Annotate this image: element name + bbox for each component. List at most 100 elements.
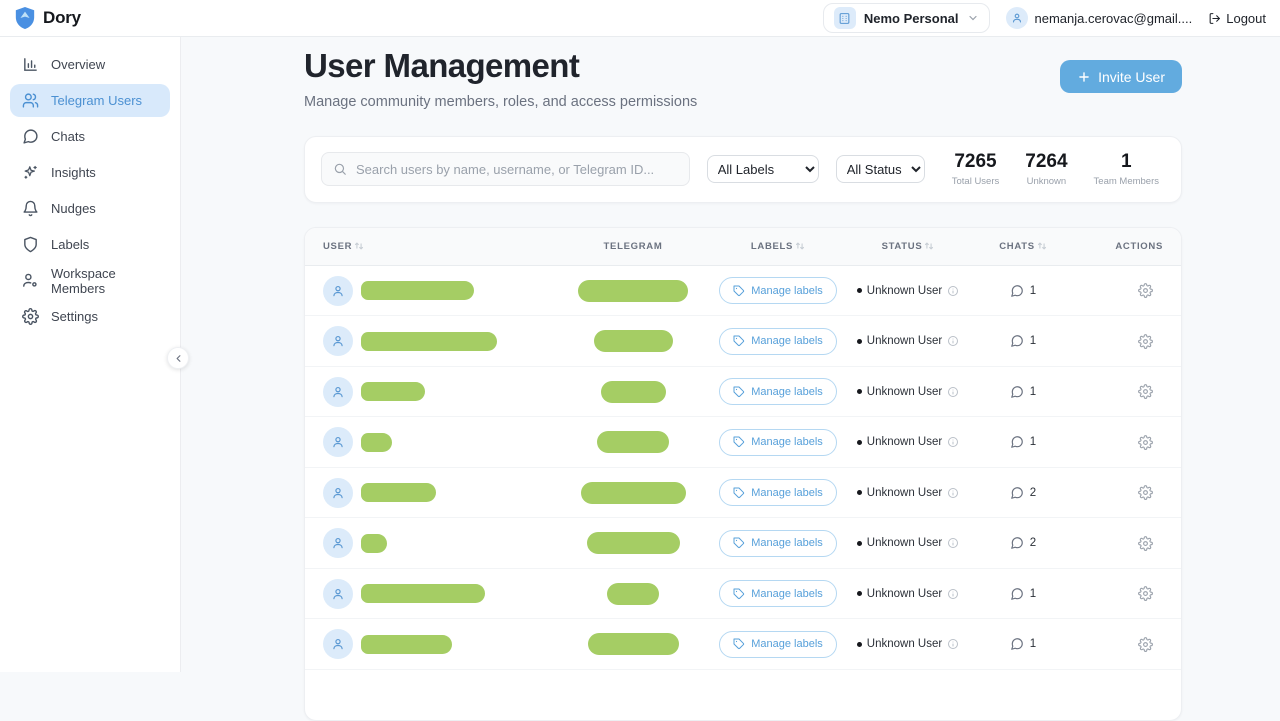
row-settings-button[interactable] [1136, 382, 1155, 401]
status-dot [857, 339, 862, 344]
sidebar-item-workspace-members[interactable]: Workspace Members [10, 264, 170, 297]
user-name-redacted [361, 534, 387, 553]
logout-icon [1208, 12, 1221, 25]
manage-labels-button[interactable]: Manage labels [719, 378, 837, 405]
info-icon[interactable] [947, 386, 959, 398]
gear-icon [22, 308, 39, 325]
manage-labels-label: Manage labels [751, 285, 823, 297]
info-icon[interactable] [947, 588, 959, 600]
table-row: Manage labels Unknown User 1 [305, 619, 1181, 670]
info-icon[interactable] [947, 638, 959, 650]
manage-labels-button[interactable]: Manage labels [719, 429, 837, 456]
shield-icon [22, 236, 39, 253]
user-name-redacted [361, 635, 452, 654]
invite-user-button[interactable]: Invite User [1060, 60, 1182, 93]
row-settings-button[interactable] [1136, 281, 1155, 300]
telegram-handle-redacted [578, 280, 688, 302]
account-info: nemanja.cerovac@gmail.... [1006, 7, 1193, 29]
gear-icon [1138, 334, 1153, 349]
stat-value: 7265 [952, 152, 1000, 173]
manage-labels-button[interactable]: Manage labels [719, 530, 837, 557]
sidebar-item-label: Chats [51, 129, 85, 144]
brand: Dory [14, 6, 81, 30]
info-icon[interactable] [947, 285, 959, 297]
building-icon [834, 7, 856, 29]
tag-icon [733, 285, 745, 297]
invite-user-label: Invite User [1098, 69, 1165, 85]
table-row: Manage labels Unknown User 1 [305, 569, 1181, 620]
sidebar-item-overview[interactable]: Overview [10, 48, 170, 81]
search-icon [333, 162, 347, 176]
manage-labels-button[interactable]: Manage labels [719, 631, 837, 658]
tag-icon [733, 335, 745, 347]
avatar [323, 427, 353, 457]
stat-label: Unknown [1025, 176, 1067, 187]
manage-labels-label: Manage labels [751, 638, 823, 650]
status-dot [857, 389, 862, 394]
column-header-labels[interactable]: Labels [718, 241, 838, 252]
sidebar-item-insights[interactable]: Insights [10, 156, 170, 189]
manage-labels-button[interactable]: Manage labels [719, 479, 837, 506]
manage-labels-button[interactable]: Manage labels [719, 277, 837, 304]
user-avatar-icon [1006, 7, 1028, 29]
sidebar-item-telegram-users[interactable]: Telegram Users [10, 84, 170, 117]
status-label: Unknown User [867, 487, 942, 499]
stat-total-users: 7265 Total Users [952, 152, 1000, 187]
info-icon[interactable] [947, 335, 959, 347]
status-dot [857, 642, 862, 647]
row-settings-button[interactable] [1136, 635, 1155, 654]
status-filter-select[interactable]: All Status [836, 155, 925, 183]
info-icon[interactable] [947, 436, 959, 448]
row-settings-button[interactable] [1136, 483, 1155, 502]
gear-icon [1138, 435, 1153, 450]
row-settings-button[interactable] [1136, 584, 1155, 603]
manage-labels-label: Manage labels [751, 436, 823, 448]
tag-icon [733, 386, 745, 398]
table-row: Manage labels Unknown User 1 [305, 266, 1181, 317]
gear-icon [1138, 384, 1153, 399]
row-settings-button[interactable] [1136, 433, 1155, 452]
sort-icon [924, 241, 934, 251]
manage-labels-button[interactable]: Manage labels [719, 328, 837, 355]
logout-button[interactable]: Logout [1208, 11, 1266, 26]
avatar [323, 629, 353, 659]
chat-count: 1 [1030, 285, 1036, 297]
manage-labels-label: Manage labels [751, 487, 823, 499]
row-settings-button[interactable] [1136, 332, 1155, 351]
search-input[interactable] [356, 162, 678, 177]
status-dot [857, 490, 862, 495]
tag-icon [733, 487, 745, 499]
sidebar-item-nudges[interactable]: Nudges [10, 192, 170, 225]
column-header-chats[interactable]: Chats [978, 241, 1068, 252]
workspace-switcher[interactable]: Nemo Personal [823, 3, 990, 33]
avatar [323, 276, 353, 306]
sidebar-item-label: Insights [51, 165, 96, 180]
user-stats: 7265 Total Users 7264 Unknown 1 Team Mem… [942, 152, 1165, 187]
sidebar-item-settings[interactable]: Settings [10, 300, 170, 333]
account-email: nemanja.cerovac@gmail.... [1035, 11, 1193, 26]
column-header-status[interactable]: Status [838, 241, 978, 252]
column-header-user[interactable]: User [323, 241, 548, 252]
manage-labels-button[interactable]: Manage labels [719, 580, 837, 607]
sparkles-icon [22, 164, 39, 181]
chat-count: 2 [1030, 537, 1036, 549]
sidebar-item-label: Workspace Members [51, 266, 158, 296]
row-settings-button[interactable] [1136, 534, 1155, 553]
users-table: User Telegram Labels Status [304, 227, 1182, 721]
member-icon [22, 272, 39, 289]
sort-icon [1037, 241, 1047, 251]
filters-bar: All Labels All Status 7265 Total Users 7… [304, 136, 1182, 203]
user-name-redacted [361, 332, 497, 351]
sidebar-item-chats[interactable]: Chats [10, 120, 170, 153]
page-subtitle: Manage community members, roles, and acc… [304, 94, 697, 110]
sidebar-collapse-button[interactable] [167, 347, 189, 369]
table-row: Manage labels Unknown User 1 [305, 367, 1181, 418]
info-icon[interactable] [947, 537, 959, 549]
column-header-actions: Actions [1068, 241, 1163, 252]
stat-value: 1 [1094, 152, 1159, 173]
sidebar-item-labels[interactable]: Labels [10, 228, 170, 261]
avatar [323, 478, 353, 508]
user-name-redacted [361, 483, 436, 502]
info-icon[interactable] [947, 487, 959, 499]
labels-filter-select[interactable]: All Labels [707, 155, 819, 183]
